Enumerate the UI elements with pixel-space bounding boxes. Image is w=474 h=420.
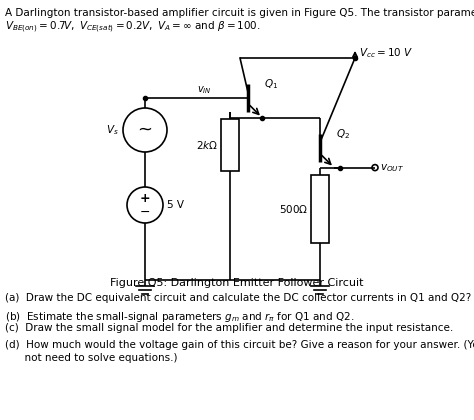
Bar xyxy=(221,119,239,171)
Text: $2k\Omega$: $2k\Omega$ xyxy=(196,139,218,151)
Text: $V_{BE(on)}$$= 0.7V$$,\ V_{CE(sat)}$$= 0.2V$$,\ V_A = \infty$$ \ \mathrm{and}\ \: $V_{BE(on)}$$= 0.7V$$,\ V_{CE(sat)}$$= 0… xyxy=(5,20,261,35)
Text: $Q_2$: $Q_2$ xyxy=(336,127,350,141)
Text: 5 V: 5 V xyxy=(167,200,184,210)
Text: ~: ~ xyxy=(137,121,153,139)
Text: $V_s$: $V_s$ xyxy=(106,123,119,137)
Text: (d)  How much would the voltage gain of this circuit be? Give a reason for your : (d) How much would the voltage gain of t… xyxy=(5,340,474,350)
Text: Figure Q5: Darlington Emitter Follower Circuit: Figure Q5: Darlington Emitter Follower C… xyxy=(110,278,364,288)
Text: $v_{OUT}$: $v_{OUT}$ xyxy=(380,162,404,173)
Text: not need to solve equations.): not need to solve equations.) xyxy=(5,353,177,363)
Text: $500\Omega$: $500\Omega$ xyxy=(279,203,308,215)
Text: (a)  Draw the DC equivalent circuit and calculate the DC collector currents in Q: (a) Draw the DC equivalent circuit and c… xyxy=(5,293,471,303)
Text: (c)  Draw the small signal model for the amplifier and determine the input resis: (c) Draw the small signal model for the … xyxy=(5,323,453,333)
Text: $v_{IN}$: $v_{IN}$ xyxy=(197,84,212,96)
Text: A Darlington transistor-based amplifier circuit is given in Figure Q5. The trans: A Darlington transistor-based amplifier … xyxy=(5,8,474,18)
Text: $Q_1$: $Q_1$ xyxy=(264,77,278,91)
Text: (b)  Estimate the small-signal parameters $g_m$ and $r_\pi$ for Q1 and Q2.: (b) Estimate the small-signal parameters… xyxy=(5,310,355,324)
Text: −: − xyxy=(140,205,150,218)
Text: +: + xyxy=(140,192,150,205)
Text: $V_{cc} = 10\ V$: $V_{cc} = 10\ V$ xyxy=(359,46,413,60)
Bar xyxy=(311,175,329,243)
